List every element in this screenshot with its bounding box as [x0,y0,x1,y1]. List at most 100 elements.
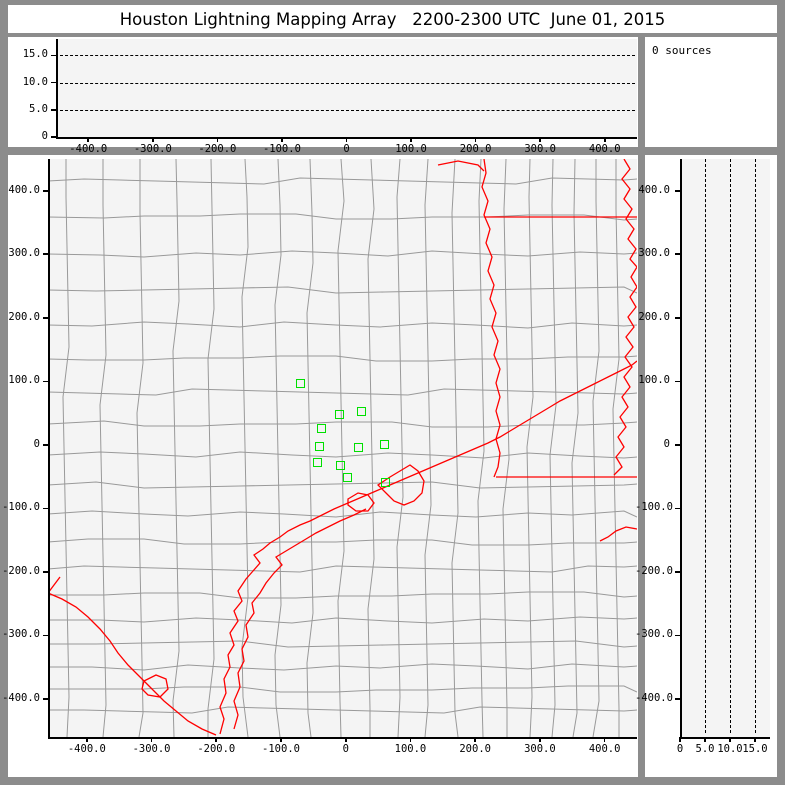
title-bar: Houston Lightning Mapping Array 2200-230… [8,5,777,33]
county-line-horizontal [48,510,637,518]
lma-station-marker[interactable] [336,461,346,471]
lma-station-marker[interactable] [313,458,323,468]
county-line-horizontal [48,565,637,573]
rio-grande-upper [48,576,61,594]
y-tick [43,507,49,510]
y-tick-label: -300.0 [635,628,673,641]
county-line-vertical [424,159,432,737]
x-tick [152,137,154,142]
y-tick [43,444,49,446]
x-tick [215,737,218,742]
x-tick-label: 400.0 [588,143,621,155]
y-tick [51,136,57,138]
county-line-vertical [99,159,107,737]
county-line-horizontal [48,481,637,489]
y-gridline [60,109,635,111]
lma-station-marker[interactable] [316,423,326,433]
gulf-coastline [219,360,637,735]
lma-station-marker[interactable] [334,409,344,419]
county-line-vertical [367,159,375,737]
plan-view-map-panel: 400.0 300.0 200.0 100.0 0 -100.0 -200.0 -300.0 -… [2,155,638,777]
county-line-vertical [337,159,345,737]
y-tick [675,189,681,192]
state-borders-layer [48,159,637,736]
x-tick-label: -300.0 [133,143,172,155]
county-line-vertical [571,159,579,737]
county-line-horizontal [48,213,637,221]
lma-station-marker[interactable] [356,407,366,417]
y-tick [675,571,681,573]
county-line-vertical [526,159,534,737]
y-tick-label: 400.0 [8,183,40,196]
y-tick [43,380,49,383]
y-tick-label: 0 [41,130,48,142]
lma-station-marker[interactable] [343,473,353,483]
x-tick-label: -200.0 [197,743,236,755]
county-line-vertical [136,159,144,737]
x-tick-label: -400.0 [67,743,106,755]
y-tick-label: 0 [33,437,40,450]
rio-grande-border [48,592,217,736]
y-tick-label: 300.0 [638,247,670,260]
y-tick-label: 100.0 [8,374,40,387]
page-title: Houston Lightning Mapping Array 2200-230… [119,9,666,29]
county-line-horizontal [48,321,637,329]
y-tick-label: -300.0 [2,628,40,641]
x-tick [344,737,347,742]
baffin-bay [141,674,169,698]
x-tick-label: 400.0 [588,743,621,755]
county-line-horizontal [48,616,637,624]
x-tick [603,737,606,742]
x-tick-label: 10.0 [717,743,743,755]
x-tick-label: -100.0 [262,143,301,155]
x-tick-label: 0 [342,743,349,755]
county-line-vertical [451,159,459,737]
county-line-horizontal [48,388,637,396]
x-tick [87,137,90,142]
y-tick [43,571,49,573]
height-distribution-plot-area[interactable] [680,159,770,737]
x-tick [345,137,348,142]
lma-station-marker[interactable] [354,442,364,452]
county-line-horizontal [48,538,637,546]
county-line-vertical [172,159,180,737]
y-tick-label: -400.0 [2,691,40,704]
x-tick [281,137,283,142]
map-geography [48,159,637,737]
y-tick-label: 200.0 [8,310,40,323]
x-tick [704,737,706,742]
west-bay [347,492,375,512]
county-line-horizontal [48,451,637,459]
x-tick [410,137,412,142]
x-tick [150,737,153,742]
lma-station-marker[interactable] [315,441,325,451]
y-tick-label: 0 [663,437,670,450]
x-tick-label: 5.0 [695,743,715,755]
lma-station-marker[interactable] [295,378,305,388]
source-count-panel: 0 sources [645,37,777,147]
x-tick [679,737,681,742]
plan-view-plot-area[interactable] [48,159,637,737]
y-tick [675,316,681,319]
county-line-horizontal [48,286,637,294]
x-tick-label: -400.0 [69,143,108,155]
y-tick-label: 100.0 [638,374,670,387]
lma-station-marker[interactable] [381,477,391,487]
x-gridline [730,159,731,733]
county-line-horizontal [48,591,637,599]
time-height-plot-area[interactable] [56,39,637,137]
louisiana-coast [599,526,637,542]
county-line-vertical [477,159,485,737]
x-tick [280,737,282,742]
x-tick [603,137,606,142]
mississippi-river-border [613,159,637,476]
x-tick-label: 300.0 [524,743,556,755]
y-tick [675,634,681,637]
y-tick-label: -100.0 [635,501,673,514]
county-line-vertical [241,159,249,737]
lma-station-marker[interactable] [380,440,390,450]
height-distribution-panel: 400.0 300.0 200.0 100.0 0 -100.0 -200.0 -300.0 -… [635,155,777,777]
x-axis-line [680,737,770,739]
red-river-segment [437,160,485,172]
y-axis-line [48,159,50,737]
